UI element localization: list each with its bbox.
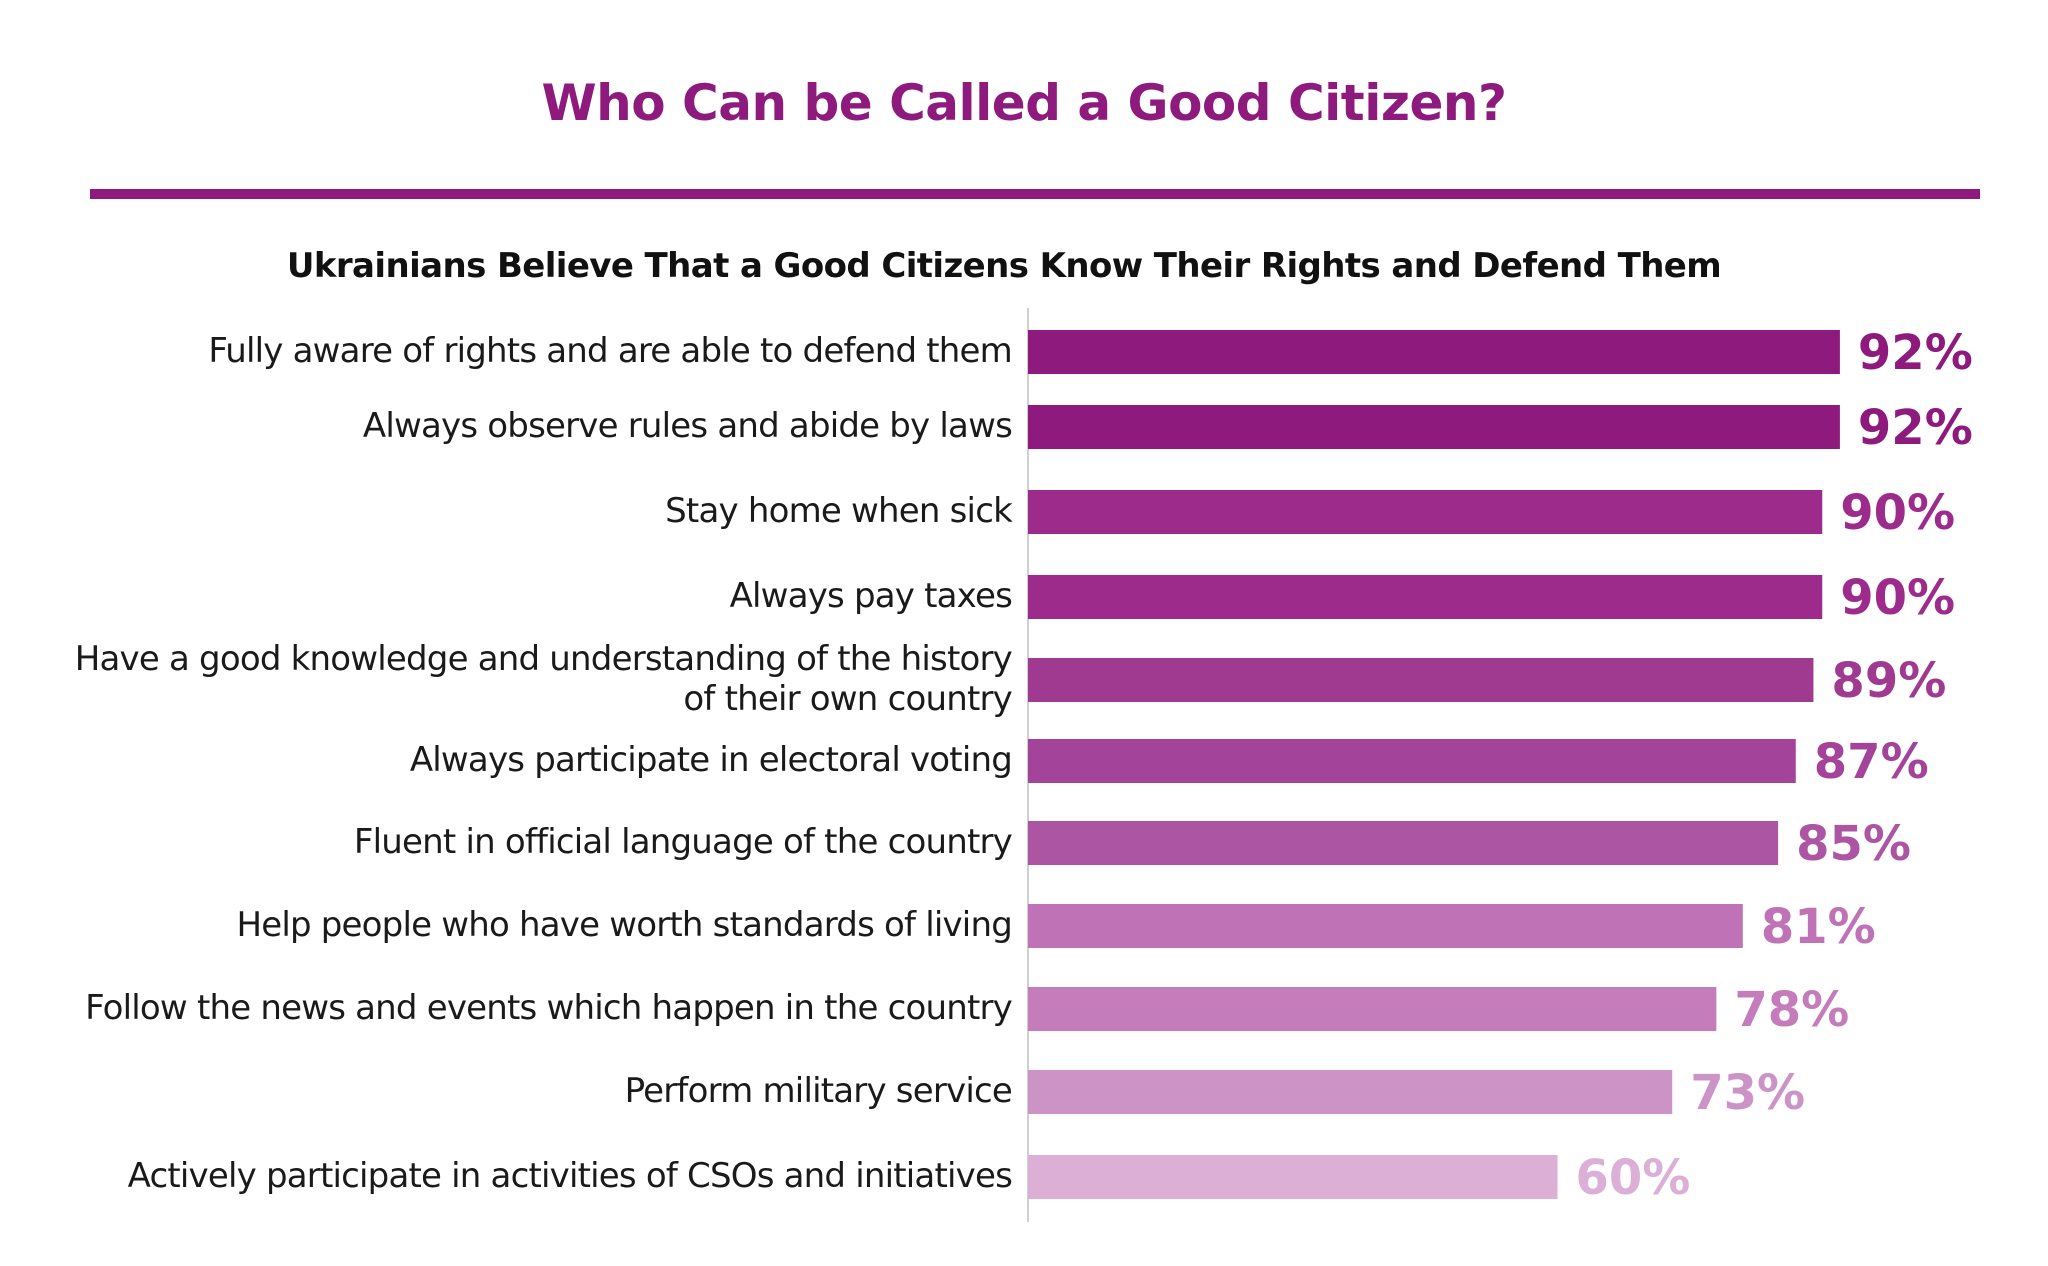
bar-value-label: 85% (1796, 816, 1911, 872)
category-label: Follow the news and events which happen … (85, 988, 1013, 1028)
category-label: Fluent in official language of the count… (354, 822, 1013, 862)
category-label-line: Fully aware of rights and are able to de… (208, 331, 1012, 371)
bar (1028, 1155, 1558, 1199)
bar (1028, 904, 1743, 948)
category-label: Actively participate in activities of CS… (128, 1156, 1012, 1196)
chart-subtitle: Ukrainians Believe That a Good Citizens … (286, 246, 1722, 286)
bar-value-label: 89% (1831, 653, 1946, 709)
category-label-line: Stay home when sick (665, 491, 1013, 531)
bar (1028, 405, 1840, 449)
bar-value-label: 81% (1761, 899, 1876, 955)
category-label: Always observe rules and abide by laws (363, 406, 1012, 446)
category-label: Help people who have worth standards of … (236, 905, 1012, 945)
bar (1028, 330, 1840, 374)
category-label-line: Perform military service (625, 1071, 1012, 1111)
bar-value-label: 78% (1734, 982, 1849, 1038)
bar-value-label: 92% (1858, 325, 1973, 381)
category-label-line: Always pay taxes (730, 576, 1012, 616)
bar (1028, 987, 1717, 1031)
bar (1028, 821, 1779, 865)
title-divider (90, 189, 1980, 199)
category-label: Fully aware of rights and are able to de… (208, 331, 1012, 371)
bar-value-label: 90% (1840, 570, 1955, 626)
chart-title: Who Can be Called a Good Citizen? (541, 74, 1507, 132)
category-label-line: Help people who have worth standards of … (236, 905, 1012, 945)
bar (1028, 490, 1823, 534)
category-label-line: Follow the news and events which happen … (85, 988, 1013, 1028)
bar-value-label: 87% (1814, 734, 1929, 790)
category-label-line: Actively participate in activities of CS… (128, 1156, 1012, 1196)
bar (1028, 658, 1814, 702)
category-label: Have a good knowledge and understanding … (75, 639, 1013, 719)
bar-value-label: 92% (1858, 400, 1973, 456)
category-label-line: Fluent in official language of the count… (354, 822, 1013, 862)
bar-value-label: 90% (1840, 485, 1955, 541)
bar-value-label: 73% (1690, 1065, 1805, 1121)
category-label-line: Have a good knowledge and understanding … (75, 639, 1013, 679)
category-label-line: Always observe rules and abide by laws (363, 406, 1012, 446)
category-label: Always participate in electoral voting (410, 740, 1012, 780)
category-label-line: Always participate in electoral voting (410, 740, 1012, 780)
bar (1028, 1070, 1673, 1114)
category-label: Always pay taxes (730, 576, 1012, 616)
category-label: Stay home when sick (665, 491, 1013, 531)
category-label: Perform military service (625, 1071, 1012, 1111)
category-label-line: of their own country (683, 679, 1012, 719)
bar (1028, 575, 1823, 619)
bar-value-label: 60% (1576, 1150, 1691, 1206)
bar (1028, 739, 1796, 783)
